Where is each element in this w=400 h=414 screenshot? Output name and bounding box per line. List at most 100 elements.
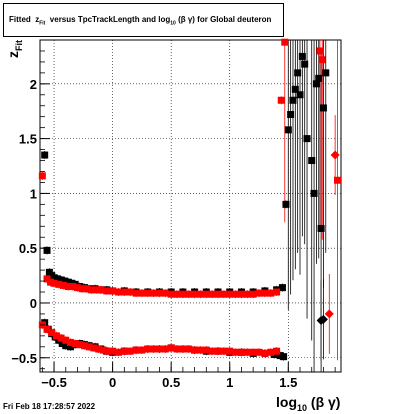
data-point <box>196 346 204 354</box>
data-point <box>312 80 320 88</box>
data-point <box>83 285 91 293</box>
data-point <box>273 288 281 296</box>
data-point <box>333 176 341 184</box>
data-point <box>237 348 245 356</box>
data-point <box>64 283 72 291</box>
x-tick-label: 1.5 <box>279 375 297 390</box>
data-point <box>61 277 69 285</box>
data-point <box>95 345 103 353</box>
y-tick-label: 2 <box>30 77 37 92</box>
data-point <box>298 52 306 60</box>
x-axis-label: log10 (β γ) <box>276 394 341 413</box>
data-point <box>76 341 84 349</box>
data-point <box>179 290 187 298</box>
data-point <box>114 348 122 356</box>
data-point <box>85 343 93 351</box>
data-point <box>62 342 70 350</box>
data-point <box>120 288 128 296</box>
grid-lines <box>40 40 341 372</box>
data-point <box>287 111 295 119</box>
data-point <box>150 345 158 353</box>
data-point <box>126 347 134 355</box>
data-point <box>155 289 163 297</box>
data-point <box>132 346 140 354</box>
data-point <box>81 342 89 350</box>
data-point <box>282 200 290 208</box>
data-point <box>322 69 330 77</box>
data-point <box>179 345 187 353</box>
data-point <box>316 47 324 55</box>
data-point <box>38 172 46 180</box>
data-point <box>90 344 98 352</box>
data-point <box>62 336 70 344</box>
data-point <box>220 290 228 298</box>
data-point <box>92 286 100 294</box>
data-point <box>317 224 325 232</box>
x-tick-label: 0.5 <box>162 375 180 390</box>
data-point <box>249 348 257 356</box>
data-point <box>232 290 240 298</box>
data-point <box>58 340 66 348</box>
data-point <box>273 347 281 355</box>
data-point <box>255 348 263 356</box>
data-point <box>64 278 72 286</box>
data-point <box>214 290 222 298</box>
data-point <box>109 347 117 355</box>
data-point <box>69 283 77 291</box>
data-point <box>57 276 65 284</box>
data-point <box>202 346 210 354</box>
data-point <box>289 96 297 104</box>
data-point <box>249 290 257 298</box>
y-axis-label: zFit <box>5 40 24 58</box>
data-point <box>261 289 269 297</box>
data-point <box>167 344 175 352</box>
data-point <box>301 60 309 68</box>
data-point <box>255 289 263 297</box>
data-point <box>43 275 51 283</box>
data-point <box>138 346 146 354</box>
data-point <box>167 290 175 298</box>
data-point <box>104 347 112 355</box>
data-point <box>318 314 328 324</box>
data-point <box>88 286 96 294</box>
data-point <box>261 349 269 357</box>
data-point <box>50 274 58 282</box>
data-point <box>50 279 58 287</box>
data-point <box>126 288 134 296</box>
data-point <box>196 290 204 298</box>
data-point <box>173 345 181 353</box>
data-point <box>78 285 86 293</box>
x-tick-label: −0.5 <box>41 375 67 390</box>
x-tick-label: 1 <box>226 375 233 390</box>
data-point <box>308 157 316 165</box>
data-point <box>73 284 81 292</box>
data-point <box>43 246 51 254</box>
y-tick-label: 1.5 <box>19 132 37 147</box>
data-point <box>243 290 251 298</box>
data-point <box>103 287 111 295</box>
data-point <box>59 281 67 289</box>
data-markers <box>38 38 341 361</box>
data-point <box>120 347 128 355</box>
data-point <box>315 74 323 82</box>
data-point <box>267 289 275 297</box>
data-point <box>226 347 234 355</box>
data-point <box>277 96 285 104</box>
data-point <box>280 353 288 361</box>
data-point <box>185 290 193 298</box>
data-point <box>232 348 240 356</box>
data-point <box>138 289 146 297</box>
data-point <box>208 290 216 298</box>
data-point <box>284 126 292 134</box>
data-point <box>310 189 318 197</box>
y-tick-label: 0 <box>30 296 37 311</box>
data-point <box>155 345 163 353</box>
data-point <box>66 338 74 346</box>
data-point <box>114 288 122 296</box>
plot-frame <box>39 39 342 373</box>
data-point <box>278 284 286 292</box>
data-point <box>97 286 105 294</box>
data-point <box>237 290 245 298</box>
data-point <box>303 135 311 143</box>
